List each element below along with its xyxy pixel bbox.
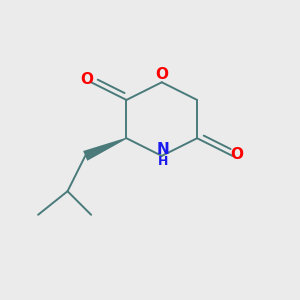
Text: H: H [158,155,168,168]
Text: O: O [230,147,243,162]
Text: O: O [155,68,168,82]
Text: N: N [157,142,169,158]
Text: O: O [80,72,93,87]
Polygon shape [83,138,127,161]
